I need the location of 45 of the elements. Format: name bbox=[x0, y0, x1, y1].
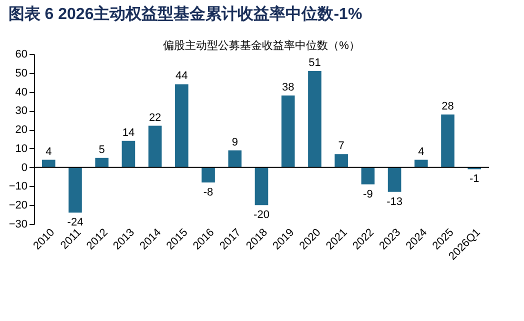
bar bbox=[68, 167, 82, 213]
bar bbox=[308, 71, 322, 168]
bar bbox=[361, 167, 375, 184]
data-label: -8 bbox=[203, 186, 214, 198]
data-label: -13 bbox=[386, 196, 402, 208]
data-label: -1 bbox=[469, 173, 480, 186]
y-tick-label: 20 bbox=[15, 124, 28, 136]
data-label: 38 bbox=[282, 82, 294, 94]
data-label: 4 bbox=[46, 146, 52, 158]
y-tick-label: −20 bbox=[8, 200, 28, 212]
bar bbox=[228, 150, 242, 168]
bar bbox=[175, 84, 188, 168]
data-label: 28 bbox=[442, 100, 454, 112]
bar bbox=[414, 160, 428, 168]
data-label: 9 bbox=[232, 136, 238, 148]
data-label: 44 bbox=[176, 70, 188, 82]
y-tick-label: 60 bbox=[15, 48, 28, 60]
y-tick-label: 40 bbox=[15, 86, 28, 98]
bar bbox=[148, 126, 162, 168]
y-tick-label: 50 bbox=[15, 67, 28, 80]
bar bbox=[42, 160, 56, 168]
data-label: -9 bbox=[363, 188, 373, 200]
chart-subtitle: 偏股主动型公募基金收益率中位数（%） bbox=[163, 39, 360, 52]
data-label: 4 bbox=[418, 146, 424, 158]
chart-title: 图表 6 2026主动权益型基金累计收益率中位数-1% bbox=[8, 4, 362, 23]
bar bbox=[254, 167, 268, 206]
data-label: 51 bbox=[308, 57, 321, 69]
bar bbox=[281, 96, 295, 168]
bar bbox=[388, 167, 402, 192]
data-label: -20 bbox=[254, 209, 270, 222]
bar bbox=[202, 167, 215, 182]
y-tick-label: 0 bbox=[21, 162, 28, 174]
bar bbox=[122, 140, 136, 168]
bar bbox=[95, 158, 109, 168]
y-tick-label: 10 bbox=[15, 142, 28, 155]
data-label: 7 bbox=[338, 140, 344, 152]
data-label: 22 bbox=[148, 112, 162, 124]
y-tick-label: 30 bbox=[15, 105, 28, 118]
data-label: -24 bbox=[67, 216, 84, 229]
bar bbox=[334, 154, 348, 168]
y-tick-label: −30 bbox=[8, 218, 28, 230]
data-label: 14 bbox=[122, 126, 135, 139]
y-tick-label: −10 bbox=[8, 180, 28, 193]
bar bbox=[441, 114, 454, 168]
data-label: 5 bbox=[98, 144, 105, 156]
